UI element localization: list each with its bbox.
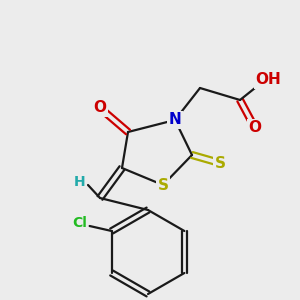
Text: H: H [74, 175, 86, 189]
Text: S: S [158, 178, 169, 193]
Text: O: O [248, 121, 262, 136]
Text: Cl: Cl [72, 216, 87, 230]
Text: N: N [169, 112, 182, 128]
Text: S: S [214, 155, 226, 170]
Text: OH: OH [255, 73, 281, 88]
Text: O: O [94, 100, 106, 116]
